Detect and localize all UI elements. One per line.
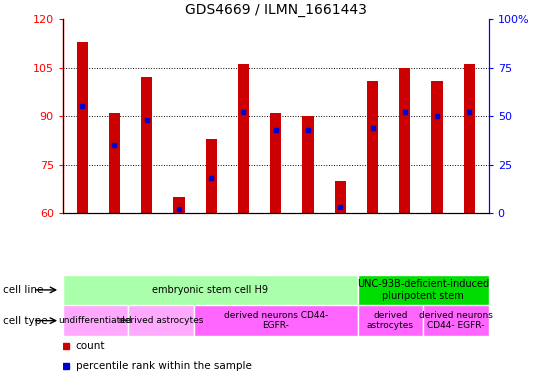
Bar (358, 305, 423, 336)
Bar (63, 275, 358, 305)
Text: derived astrocytes: derived astrocytes (119, 316, 203, 325)
Bar (335, 181, 346, 213)
Bar (109, 113, 120, 213)
Text: GSM997565: GSM997565 (239, 275, 248, 334)
Text: GSM997568: GSM997568 (335, 275, 345, 334)
Bar (367, 81, 378, 213)
Bar (238, 65, 249, 213)
Text: GSM997570: GSM997570 (464, 275, 474, 334)
Text: GSM997566: GSM997566 (271, 275, 281, 334)
Text: GSM997556: GSM997556 (109, 275, 120, 334)
Text: GSM997555: GSM997555 (77, 275, 87, 334)
Bar (358, 275, 489, 305)
Title: GDS4669 / ILMN_1661443: GDS4669 / ILMN_1661443 (185, 3, 367, 17)
Text: GSM997571: GSM997571 (367, 275, 377, 334)
Text: cell type: cell type (3, 316, 48, 326)
Text: embryonic stem cell H9: embryonic stem cell H9 (152, 285, 268, 295)
Text: UNC-93B-deficient-induced
pluripotent stem: UNC-93B-deficient-induced pluripotent st… (357, 279, 489, 301)
Bar (423, 305, 489, 336)
Bar (399, 68, 411, 213)
Text: GSM997564: GSM997564 (206, 275, 216, 334)
Text: GSM997567: GSM997567 (303, 275, 313, 334)
Text: GSM997557: GSM997557 (141, 275, 152, 334)
Bar (464, 65, 475, 213)
Bar (173, 197, 185, 213)
Text: percentile rank within the sample: percentile rank within the sample (75, 361, 252, 371)
Bar (302, 116, 313, 213)
Bar (128, 305, 194, 336)
Text: derived
astrocytes: derived astrocytes (367, 311, 414, 330)
Bar (141, 78, 152, 213)
Bar (63, 305, 128, 336)
Bar (431, 81, 443, 213)
Text: count: count (75, 341, 105, 351)
Text: GSM997569: GSM997569 (432, 275, 442, 334)
Text: GSM997563: GSM997563 (174, 275, 184, 334)
Bar (270, 113, 281, 213)
Text: derived neurons CD44-
EGFR-: derived neurons CD44- EGFR- (223, 311, 328, 330)
Bar (205, 139, 217, 213)
Text: GSM997572: GSM997572 (400, 275, 410, 334)
Bar (194, 305, 358, 336)
Text: derived neurons
CD44- EGFR-: derived neurons CD44- EGFR- (419, 311, 493, 330)
Text: cell line: cell line (3, 285, 43, 295)
Text: undifferentiated: undifferentiated (59, 316, 132, 325)
Bar (76, 42, 88, 213)
